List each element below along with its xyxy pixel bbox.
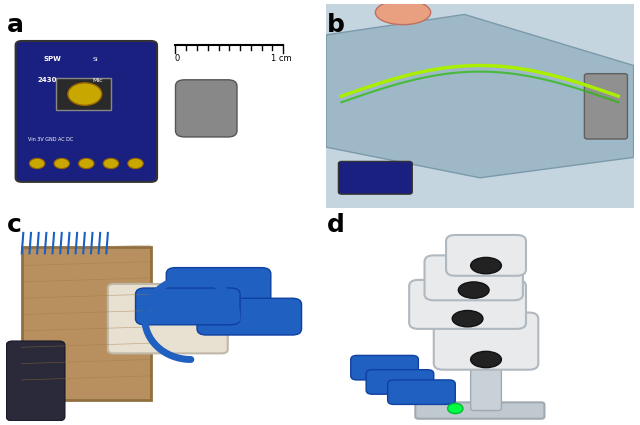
Circle shape — [29, 159, 45, 169]
FancyBboxPatch shape — [136, 288, 240, 325]
FancyBboxPatch shape — [388, 380, 455, 405]
FancyBboxPatch shape — [339, 162, 412, 194]
Circle shape — [54, 159, 69, 169]
FancyBboxPatch shape — [15, 41, 157, 182]
FancyBboxPatch shape — [326, 4, 634, 208]
Text: SPW: SPW — [44, 57, 61, 62]
Ellipse shape — [470, 258, 501, 274]
FancyBboxPatch shape — [22, 247, 151, 400]
Circle shape — [128, 159, 143, 169]
FancyBboxPatch shape — [584, 74, 627, 139]
Text: Si: Si — [93, 57, 98, 62]
Text: c: c — [6, 212, 21, 236]
FancyBboxPatch shape — [197, 298, 301, 335]
FancyBboxPatch shape — [434, 312, 538, 370]
FancyBboxPatch shape — [366, 370, 434, 394]
FancyBboxPatch shape — [424, 255, 523, 300]
Circle shape — [447, 403, 463, 414]
Ellipse shape — [452, 311, 483, 327]
FancyBboxPatch shape — [175, 80, 237, 137]
Ellipse shape — [375, 0, 431, 25]
FancyBboxPatch shape — [415, 402, 545, 419]
Ellipse shape — [458, 282, 489, 298]
Circle shape — [79, 159, 94, 169]
Circle shape — [103, 159, 118, 169]
FancyBboxPatch shape — [108, 284, 228, 353]
Text: Mic: Mic — [93, 78, 103, 83]
Circle shape — [68, 83, 102, 105]
Ellipse shape — [470, 351, 501, 368]
Text: 2430: 2430 — [37, 77, 57, 83]
Text: d: d — [326, 212, 344, 236]
FancyBboxPatch shape — [351, 355, 419, 380]
Text: b: b — [326, 13, 344, 37]
Text: 0: 0 — [175, 54, 180, 63]
FancyBboxPatch shape — [6, 341, 65, 421]
FancyBboxPatch shape — [56, 78, 111, 110]
Text: a: a — [6, 13, 24, 37]
FancyBboxPatch shape — [409, 280, 526, 329]
Text: Vin 3V GND AC DC: Vin 3V GND AC DC — [28, 137, 73, 142]
FancyBboxPatch shape — [166, 268, 271, 304]
FancyBboxPatch shape — [470, 355, 501, 411]
Text: 1 cm: 1 cm — [271, 54, 292, 63]
FancyBboxPatch shape — [446, 235, 526, 276]
Polygon shape — [326, 14, 634, 178]
